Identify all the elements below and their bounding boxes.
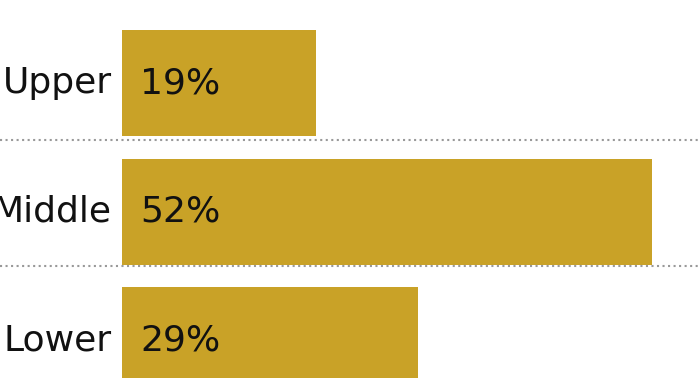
Text: 52%: 52% — [140, 195, 220, 229]
Text: 29%: 29% — [140, 323, 220, 357]
Text: Upper: Upper — [3, 66, 112, 100]
FancyBboxPatch shape — [122, 30, 316, 136]
FancyBboxPatch shape — [122, 287, 418, 378]
Text: 19%: 19% — [140, 66, 220, 100]
FancyBboxPatch shape — [122, 159, 652, 265]
Text: Lower: Lower — [4, 323, 112, 357]
Text: Middle: Middle — [0, 195, 112, 229]
